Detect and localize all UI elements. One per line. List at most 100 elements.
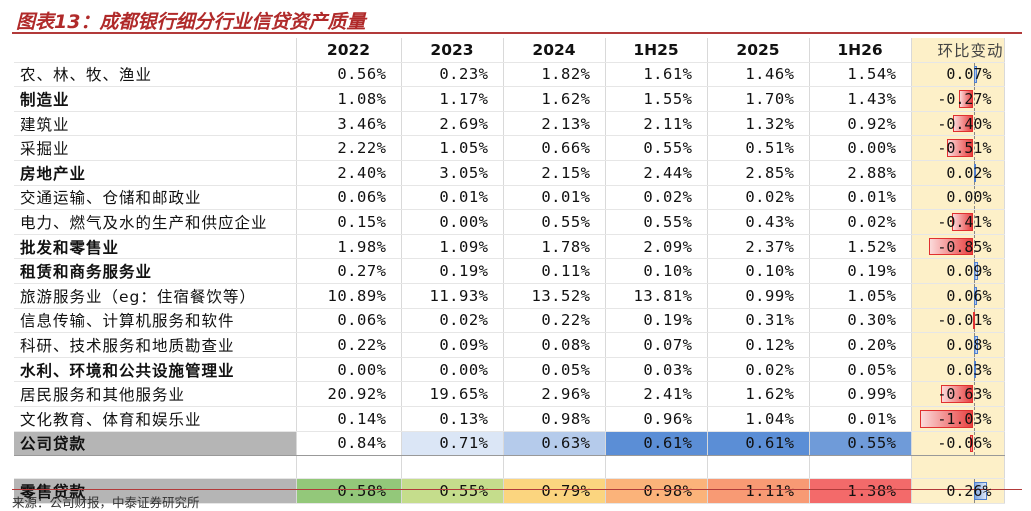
npl-table: 2022 2023 2024 1H25 2025 1H26 环比变动 农、林、牧…: [14, 38, 1005, 504]
value-cell: 0.84%: [296, 431, 402, 457]
value-cell: 2.40%: [296, 160, 402, 186]
change-bar: [973, 163, 976, 182]
table-row: 文化教育、体育和娱乐业 0.14% 0.13% 0.98% 0.96% 1.04% 0.01…: [14, 406, 1005, 432]
value-cell: 0.99%: [809, 381, 912, 407]
corporate-label: 公司贷款: [14, 431, 297, 457]
change-cell: -0.85%: [911, 234, 1005, 260]
value-cell: 2.96%: [503, 381, 606, 407]
value-cell: 0.02%: [707, 357, 810, 383]
spacer-cell: [503, 455, 606, 480]
value-cell: 0.55%: [503, 209, 606, 235]
change-cell: -0.01%: [911, 308, 1005, 334]
value-cell: 0.43%: [707, 209, 810, 235]
spacer-cell: [707, 455, 810, 480]
table-row: 水利、环境和公共设施管理业 0.00% 0.00% 0.05% 0.03% 0.02% 0.…: [14, 357, 1005, 383]
value-cell: 1.09%: [401, 234, 504, 260]
table-row: 采掘业 2.22% 1.05% 0.66% 0.55% 0.51% 0.00% -0.51%: [14, 135, 1005, 161]
value-cell: 0.56%: [296, 62, 402, 88]
value-cell: 0.03%: [605, 357, 708, 383]
row-label: 旅游服务业（eg：住宿餐饮等）: [14, 283, 297, 309]
value-cell: 1.04%: [707, 406, 810, 432]
row-label: 房地产业: [14, 160, 297, 186]
change-cell: 0.08%: [911, 332, 1005, 358]
value-cell: 0.30%: [809, 308, 912, 334]
title-bar: 图表13：成都银行细分行业信贷资产质量: [12, 6, 1022, 34]
table-row: 建筑业 3.46% 2.69% 2.13% 2.11% 1.32% 0.92% -0.40%: [14, 111, 1005, 137]
value-cell: 0.19%: [605, 308, 708, 334]
value-cell: 0.13%: [401, 406, 504, 432]
change-value: -0.06%: [937, 434, 992, 453]
change-axis: [973, 210, 975, 234]
value-cell: 0.00%: [401, 357, 504, 383]
value-cell: 2.11%: [605, 111, 708, 137]
value-cell: 0.02%: [707, 185, 810, 211]
value-cell: 0.61%: [707, 431, 810, 457]
value-cell: 0.01%: [809, 185, 912, 211]
value-cell: 0.00%: [809, 135, 912, 161]
change-value: 0.08%: [946, 335, 992, 354]
value-cell: 0.02%: [401, 308, 504, 334]
value-cell: 0.96%: [605, 406, 708, 432]
change-bar: [952, 213, 974, 231]
change-value: 0.03%: [946, 360, 992, 379]
change-cell: 0.09%: [911, 258, 1005, 284]
change-cell: -0.27%: [911, 86, 1005, 112]
value-cell: 13.81%: [605, 283, 708, 309]
value-cell: 1.82%: [503, 62, 606, 88]
spacer-cell: [401, 455, 504, 480]
change-value: -1.03%: [937, 409, 992, 428]
value-cell: 0.00%: [296, 357, 402, 383]
value-cell: 0.10%: [707, 258, 810, 284]
corporate-row: 公司贷款 0.84% 0.71% 0.63% 0.61% 0.61% 0.55% -0.06%: [14, 431, 1005, 457]
change-bar: [946, 139, 974, 157]
value-cell: 19.65%: [401, 381, 504, 407]
value-cell: 0.71%: [401, 431, 504, 457]
value-cell: 1.43%: [809, 86, 912, 112]
change-value: -0.63%: [937, 385, 992, 404]
change-value: 0.09%: [946, 262, 992, 281]
change-cell: 0.06%: [911, 283, 1005, 309]
value-cell: 2.85%: [707, 160, 810, 186]
value-cell: 0.00%: [401, 209, 504, 235]
value-cell: 0.55%: [401, 478, 504, 504]
value-cell: 0.98%: [605, 478, 708, 504]
change-cell: 0.00%: [911, 185, 1005, 211]
value-cell: 2.88%: [809, 160, 912, 186]
value-cell: 1.05%: [401, 135, 504, 161]
table-row: 信息传输、计算机服务和软件 0.06% 0.02% 0.22% 0.19% 0.31% 0.…: [14, 308, 1005, 334]
change-cell: -0.41%: [911, 209, 1005, 235]
row-label: 水利、环境和公共设施管理业: [14, 357, 297, 383]
table-row: 旅游服务业（eg：住宿餐饮等） 10.89% 11.93% 13.52% 13.81% 0…: [14, 283, 1005, 309]
value-cell: 3.46%: [296, 111, 402, 137]
row-label: 居民服务和其他服务业: [14, 381, 297, 407]
value-cell: 0.27%: [296, 258, 402, 284]
value-cell: 2.69%: [401, 111, 504, 137]
value-cell: 0.01%: [401, 185, 504, 211]
value-cell: 1.62%: [707, 381, 810, 407]
change-bar: [919, 409, 974, 428]
change-cell: -0.63%: [911, 381, 1005, 407]
value-cell: 0.08%: [503, 332, 606, 358]
change-value: -0.27%: [937, 89, 992, 108]
change-cell: 0.02%: [911, 160, 1005, 186]
change-value: -0.51%: [937, 139, 992, 158]
row-label: 建筑业: [14, 111, 297, 137]
value-cell: 20.92%: [296, 381, 402, 407]
value-cell: 1.55%: [605, 86, 708, 112]
value-cell: 1.78%: [503, 234, 606, 260]
row-label: 制造业: [14, 86, 297, 112]
row-label: 文化教育、体育和娱乐业: [14, 406, 297, 432]
value-cell: 1.98%: [296, 234, 402, 260]
change-value: 0.26%: [946, 481, 992, 500]
value-cell: 1.11%: [707, 478, 810, 504]
table-row: 房地产业 2.40% 3.05% 2.15% 2.44% 2.85% 2.88% 0.02%: [14, 160, 1005, 186]
retail-row: 零售贷款 0.58% 0.55% 0.79% 0.98% 1.11% 1.38% 0.26%: [14, 478, 1005, 504]
col-header: 1H26: [809, 38, 912, 63]
spacer-cell: [296, 455, 402, 480]
change-value: -0.41%: [937, 212, 992, 231]
change-cell: 0.03%: [911, 357, 1005, 383]
value-cell: 1.38%: [809, 478, 912, 504]
change-value: 0.00%: [946, 188, 992, 207]
change-axis: [973, 234, 975, 258]
change-cell: 0.07%: [911, 62, 1005, 88]
